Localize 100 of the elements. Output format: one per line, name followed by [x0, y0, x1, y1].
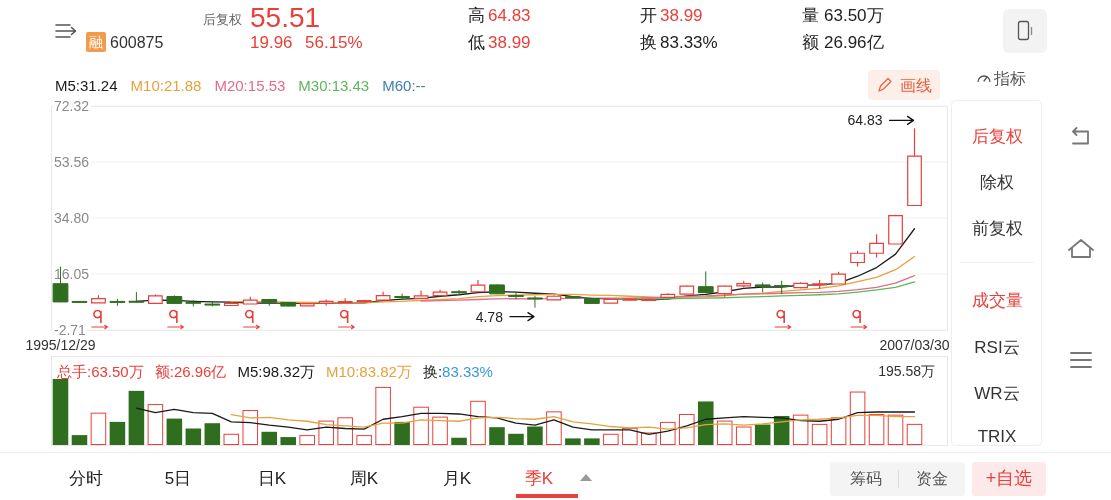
- text: 周K: [349, 468, 379, 488]
- text: 26.96亿: [824, 32, 884, 52]
- candlestick: [394, 293, 410, 301]
- candlestick: [299, 302, 315, 307]
- text: 除权: [980, 172, 1014, 192]
- bar: [735, 426, 752, 445]
- text: 季K: [524, 468, 554, 488]
- candlestick: [641, 298, 657, 302]
- text: 64.83: [488, 5, 531, 25]
- bar: [622, 427, 638, 445]
- text: 月K: [442, 468, 472, 488]
- bar: [565, 438, 581, 445]
- bar: [811, 423, 828, 445]
- text: +自选: [985, 468, 1033, 488]
- bar: [849, 391, 866, 445]
- bar: [527, 426, 543, 445]
- candlestick: [280, 301, 297, 307]
- y-tick-label: -2.71: [54, 322, 87, 338]
- text: M30:13.43: [298, 76, 370, 94]
- candlestick: [318, 298, 334, 307]
- text: 指标: [993, 69, 1026, 87]
- bar: [716, 420, 733, 445]
- candlestick: [660, 292, 676, 299]
- candlestick: [679, 284, 695, 296]
- text: 56.15%: [305, 32, 363, 52]
- text: 高: [468, 5, 485, 25]
- bar: [356, 435, 372, 445]
- candlestick: [812, 279, 828, 290]
- bar: [128, 390, 145, 445]
- candlestick: [185, 299, 202, 307]
- text: 83.33%: [660, 32, 718, 52]
- candlestick: [754, 282, 771, 293]
- bar: [185, 428, 202, 445]
- text: 38.99: [488, 32, 531, 52]
- candlestick: [91, 294, 106, 304]
- bar: [508, 433, 524, 445]
- candlestick: [603, 298, 619, 304]
- x-tick-label: 1995/12/29: [25, 337, 96, 353]
- bar: [394, 421, 410, 445]
- text: 前复权: [971, 218, 1023, 238]
- x-tick-label: 2007/03/30: [879, 337, 950, 353]
- text: TRIX: [977, 426, 1017, 446]
- text: 资金: [916, 469, 948, 487]
- candlestick: [337, 297, 353, 304]
- candlestick: [583, 297, 600, 305]
- candlestick: [508, 291, 524, 300]
- candlestick: [470, 279, 486, 293]
- annotation: 195.58万: [878, 363, 935, 379]
- annotation: 总手:63.50万: [56, 362, 144, 380]
- candlestick: [109, 298, 126, 307]
- candlestick: [850, 250, 865, 267]
- y-tick-label: 34.80: [54, 210, 90, 227]
- text: M5:98.32万: [237, 362, 315, 380]
- annotation: 4.78: [475, 308, 504, 325]
- candlestick: [489, 283, 505, 295]
- candlestick: [831, 271, 846, 286]
- candlestick: [223, 302, 239, 307]
- candlestick: [773, 280, 790, 295]
- bar: [489, 427, 505, 445]
- text: 日K: [257, 468, 287, 488]
- line-series: [420, 274, 916, 302]
- bar: [52, 379, 69, 445]
- candlestick: [527, 295, 543, 309]
- text: 换: [640, 32, 657, 52]
- bar: [470, 400, 486, 445]
- bar: [887, 414, 904, 445]
- bar: [678, 413, 695, 445]
- bar: [868, 413, 885, 445]
- candlestick: [242, 296, 258, 305]
- text: 画线: [900, 76, 932, 94]
- line-series: [230, 255, 916, 304]
- bar: [375, 386, 391, 445]
- text: 55.51: [250, 1, 321, 33]
- candlestick: [375, 291, 391, 302]
- bar: [242, 410, 259, 445]
- text: 19.96: [250, 32, 293, 52]
- text: 63.50万: [824, 5, 884, 25]
- candlestick: [565, 295, 581, 299]
- text: RSI云: [974, 337, 1020, 357]
- text: 低: [468, 32, 485, 52]
- candlestick: [717, 284, 733, 298]
- bar: [603, 433, 619, 445]
- text: 后复权: [971, 126, 1023, 146]
- text: 分时: [69, 468, 103, 488]
- candlestick: [697, 270, 714, 294]
- candlestick: [413, 290, 429, 300]
- text: WR云: [974, 383, 1020, 403]
- text: 开: [640, 5, 657, 25]
- text: M20:15.53: [214, 76, 286, 94]
- text: 成交量: [971, 290, 1023, 310]
- bar: [792, 414, 809, 445]
- bar: [109, 421, 126, 445]
- candlestick: [869, 233, 884, 259]
- text: M10:21.88: [130, 76, 202, 94]
- bar: [413, 406, 429, 445]
- candlestick: [907, 127, 922, 207]
- annotation: 64.83: [847, 112, 883, 129]
- bar: [546, 411, 562, 445]
- bar: [337, 417, 353, 445]
- annotation: 额:26.96亿: [154, 362, 227, 380]
